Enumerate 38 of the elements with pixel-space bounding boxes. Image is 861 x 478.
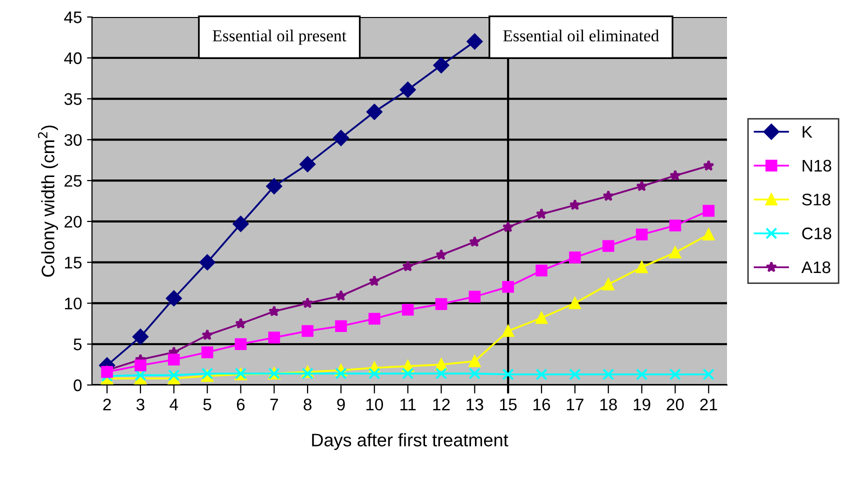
x-tick-label: 18 <box>600 398 617 410</box>
y-tick-label: 30 <box>64 134 82 146</box>
x-tick-label: 21 <box>700 398 718 410</box>
x-tick-label: 20 <box>666 398 684 410</box>
x-tick-label: 19 <box>634 398 650 410</box>
legend-label: N18 <box>802 160 832 172</box>
x-tick-label: 13 <box>466 398 484 410</box>
x-tick-label: 15 <box>500 398 517 410</box>
x-tick-label: 4 <box>170 398 178 410</box>
y-tick-label: 35 <box>64 93 82 105</box>
legend-label: C18 <box>802 228 832 240</box>
y-tick-label: 15 <box>65 256 82 269</box>
x-tick-label: 17 <box>566 398 584 410</box>
x-tick-label: 12 <box>433 398 450 410</box>
x-tick-label: 9 <box>337 398 345 410</box>
x-tick-label: 10 <box>366 398 384 410</box>
y-tick-label: 10 <box>65 298 82 310</box>
y-tick-label: 25 <box>64 174 82 187</box>
annotation: Essential oil eliminated <box>503 30 659 42</box>
x-tick-label: 16 <box>534 398 550 410</box>
annotation: Essential oil present <box>212 30 346 45</box>
y-tick-label: 5 <box>74 338 82 350</box>
y-tick-label: 45 <box>64 12 82 24</box>
x-tick-label: 11 <box>400 398 416 410</box>
x-tick-label: 3 <box>136 398 144 410</box>
x-axis-title: Days after first treatment <box>312 433 508 450</box>
x-tick-label: 7 <box>270 398 278 410</box>
y-tick-label: 0 <box>74 379 82 392</box>
y-tick-label: 40 <box>64 52 82 64</box>
y-tick-label: 20 <box>64 216 82 228</box>
legend-label: K <box>802 126 812 138</box>
y-axis-title: Colony width (cm$^{2}$) <box>38 126 58 277</box>
legend-label: S18 <box>802 194 830 206</box>
x-tick-label: 8 <box>304 398 312 410</box>
x-tick-label: 5 <box>203 398 212 410</box>
legend-label: A18 <box>801 261 830 274</box>
x-tick-label: 6 <box>236 398 245 410</box>
x-tick-label: 2 <box>103 398 111 410</box>
